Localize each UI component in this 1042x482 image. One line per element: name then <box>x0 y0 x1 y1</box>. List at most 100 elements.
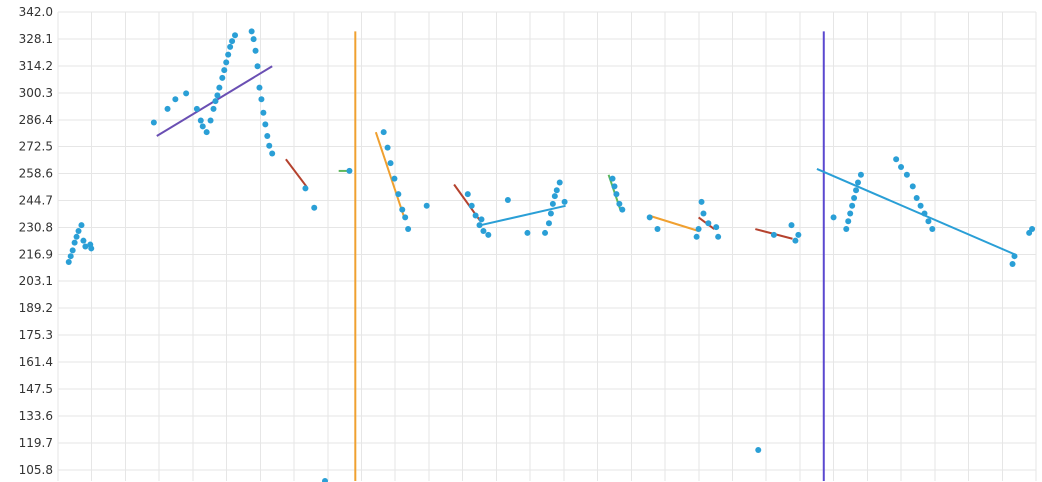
y-tick-label: 272.5 <box>19 140 53 154</box>
y-axis: 342.0 328.1 314.2 300.3 286.4 272.5 258.6 244.7… <box>19 5 53 477</box>
data-point <box>391 175 398 182</box>
data-point <box>223 59 230 66</box>
y-tick-label: 328.1 <box>19 32 53 46</box>
data-point <box>71 239 78 246</box>
trend-line-blue <box>816 168 1015 256</box>
data-point <box>384 144 391 151</box>
data-point <box>913 195 920 202</box>
data-point <box>264 133 271 140</box>
data-point <box>845 218 852 225</box>
data-point <box>82 243 89 250</box>
y-tick-label: 286.4 <box>19 113 53 127</box>
y-tick-label: 300.3 <box>19 86 53 100</box>
data-point <box>75 227 82 234</box>
trend-line-orange <box>648 214 699 232</box>
y-tick-label: 119.7 <box>19 436 53 450</box>
data-point <box>480 227 487 234</box>
data-point <box>219 74 226 81</box>
data-point <box>468 202 475 209</box>
data-point <box>229 38 236 45</box>
data-point <box>252 47 259 54</box>
data-point <box>254 63 261 70</box>
y-tick-label: 175.3 <box>19 328 53 342</box>
data-point <box>611 183 618 190</box>
trend-line-blue <box>480 204 566 227</box>
data-point <box>551 193 558 200</box>
trend-line-orange <box>374 131 406 218</box>
data-point <box>65 259 72 266</box>
data-point <box>843 226 850 233</box>
data-point <box>164 105 171 112</box>
data-point <box>225 51 232 58</box>
data-point <box>387 160 394 167</box>
data-point <box>311 204 318 211</box>
data-point <box>792 237 799 244</box>
data-point <box>193 105 200 112</box>
data-point <box>199 123 206 130</box>
data-point <box>203 129 210 136</box>
data-point <box>380 129 387 136</box>
data-point <box>232 32 239 39</box>
data-point <box>78 222 85 229</box>
data-point <box>693 233 700 240</box>
data-point <box>613 191 620 198</box>
y-tick-label: 161.4 <box>19 355 53 369</box>
data-point <box>250 36 257 43</box>
data-point <box>795 231 802 238</box>
y-tick-label: 314.2 <box>19 59 53 73</box>
data-point <box>898 164 905 171</box>
data-point <box>917 202 924 209</box>
data-point <box>210 105 217 112</box>
data-point <box>549 200 556 207</box>
data-point <box>654 226 661 233</box>
data-point <box>857 171 864 178</box>
data-point <box>542 229 549 236</box>
data-point <box>80 237 87 244</box>
data-point <box>700 210 707 217</box>
y-tick-label: 244.7 <box>19 194 53 208</box>
trend-line-red <box>285 158 308 188</box>
data-point <box>545 220 552 227</box>
data-point <box>715 233 722 240</box>
y-tick-label: 105.8 <box>19 463 53 477</box>
data-point <box>216 84 223 91</box>
y-tick-label: 230.8 <box>19 221 53 235</box>
grid-lines <box>57 11 1037 481</box>
data-point <box>269 150 276 157</box>
data-point <box>150 119 157 126</box>
y-tick-label: 203.1 <box>19 274 53 288</box>
data-point <box>504 196 511 203</box>
data-point <box>925 218 932 225</box>
data-point <box>485 231 492 238</box>
data-point <box>256 84 263 91</box>
data-point <box>547 210 554 217</box>
data-point <box>561 198 568 205</box>
trend-lines <box>156 65 1015 256</box>
data-point <box>197 117 204 124</box>
data-point <box>472 212 479 219</box>
y-tick-label: 258.6 <box>19 167 53 181</box>
data-point <box>713 224 720 231</box>
data-point <box>212 98 219 105</box>
data-point <box>770 231 777 238</box>
data-point <box>258 96 265 103</box>
data-point <box>69 247 76 254</box>
data-point <box>1011 253 1018 260</box>
data-point <box>893 156 900 163</box>
data-point <box>346 167 353 174</box>
data-point <box>909 183 916 190</box>
y-tick-label: 342.0 <box>19 5 53 19</box>
y-tick-label: 147.5 <box>19 382 53 396</box>
vertical-reference-lines <box>354 31 825 481</box>
data-point <box>464 191 471 198</box>
data-point <box>524 229 531 236</box>
data-point <box>755 446 762 453</box>
data-point <box>847 210 854 217</box>
data-point <box>921 210 928 217</box>
data-point <box>214 92 221 99</box>
data-point <box>262 121 269 128</box>
data-point <box>903 171 910 178</box>
data-point <box>616 200 623 207</box>
data-point <box>478 216 485 223</box>
data-point <box>556 179 563 186</box>
